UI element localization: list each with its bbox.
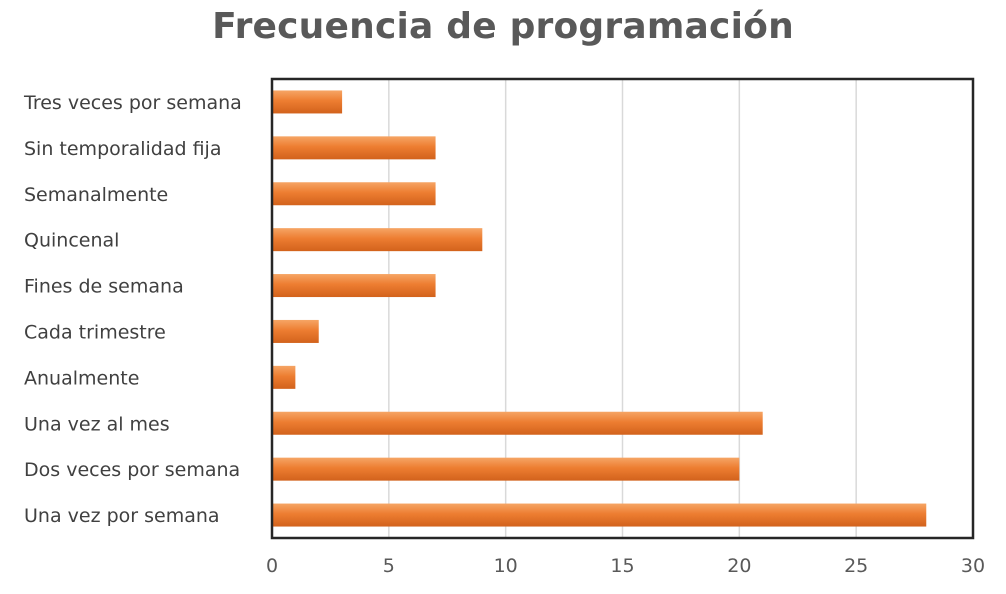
category-label: Cada trimestre	[24, 321, 166, 343]
bars	[272, 90, 927, 527]
category-label: Anualmente	[24, 367, 139, 389]
chart-title: Frecuencia de programación	[212, 6, 794, 47]
category-label: Fines de semana	[24, 276, 184, 298]
x-tick-label: 0	[266, 555, 278, 577]
x-tick-label: 30	[961, 555, 985, 577]
category-label: Una vez por semana	[24, 505, 220, 527]
plot-frame	[270, 77, 975, 540]
bar	[272, 457, 740, 481]
category-label: Sin temporalidad fija	[24, 138, 221, 160]
bar	[272, 503, 927, 527]
bar	[272, 319, 319, 343]
category-label: Dos veces por semana	[24, 459, 240, 481]
x-tick-label: 5	[383, 555, 395, 577]
plot-border	[270, 77, 975, 540]
bar	[272, 182, 436, 206]
category-label: Tres veces por semana	[23, 92, 242, 114]
x-tick-label: 10	[494, 555, 518, 577]
category-label: Una vez al mes	[24, 413, 170, 435]
x-tick-label: 20	[727, 555, 751, 577]
x-tick-labels: 0 5 10 15 20 25 30	[266, 555, 985, 577]
x-tick-label: 15	[610, 555, 634, 577]
category-label: Semanalmente	[24, 184, 168, 206]
category-label: Quincenal	[24, 230, 119, 252]
bar	[272, 228, 483, 252]
category-labels: Tres veces por semana Sin temporalidad fi…	[23, 92, 242, 527]
bar	[272, 90, 343, 114]
x-tick-label: 25	[844, 555, 868, 577]
bar	[272, 411, 763, 435]
bar	[272, 136, 436, 160]
bar	[272, 365, 296, 389]
bar	[272, 274, 436, 298]
